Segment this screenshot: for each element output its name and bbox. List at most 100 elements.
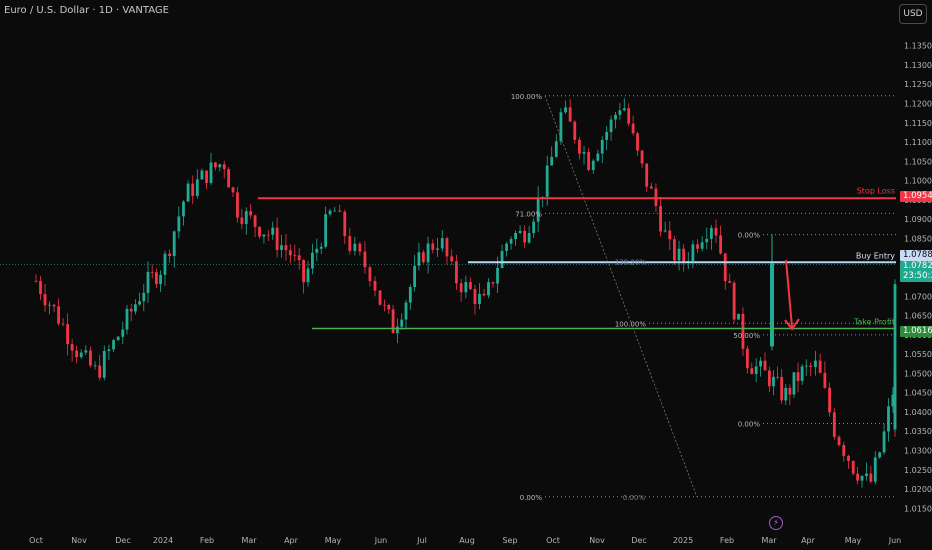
candle-body xyxy=(523,230,527,243)
candle-body xyxy=(893,284,897,292)
candle-body xyxy=(338,210,342,212)
y-tick-label: 1.08500 xyxy=(904,234,932,243)
candle-body xyxy=(654,188,658,206)
y-tick-label: 1.13500 xyxy=(904,42,932,51)
candle-body xyxy=(426,243,430,263)
candle-body xyxy=(182,201,185,217)
candle-body xyxy=(882,431,886,453)
x-tick-label: Feb xyxy=(720,536,734,545)
candle-body xyxy=(700,242,704,249)
x-tick-label: Apr xyxy=(801,536,816,545)
candle-body xyxy=(763,360,767,371)
candle-body xyxy=(532,221,536,234)
take-profit-price-label: 1.06165 xyxy=(900,326,932,337)
candle-body xyxy=(142,292,146,302)
candle-body xyxy=(856,473,860,481)
x-tick-label: Apr xyxy=(284,536,299,545)
candle-body xyxy=(421,252,425,263)
candle-body xyxy=(860,476,864,481)
candle-body xyxy=(732,282,736,320)
projection-arrowhead xyxy=(784,318,800,331)
candle-body xyxy=(231,187,235,193)
candle-body xyxy=(709,227,713,239)
candle-body xyxy=(191,183,195,196)
x-tick-label: Jul xyxy=(416,536,427,545)
candle-body xyxy=(391,309,395,334)
candle-body xyxy=(440,238,444,249)
candle-body xyxy=(705,238,709,243)
x-tick-label: Nov xyxy=(71,536,87,545)
candle-body xyxy=(587,152,591,171)
candle-body xyxy=(218,164,222,168)
candle-body xyxy=(614,114,617,120)
candle-body xyxy=(39,281,42,295)
x-tick-label: Sep xyxy=(502,536,517,545)
candle-body xyxy=(893,412,897,430)
y-tick-label: 1.10500 xyxy=(904,157,932,166)
candle-body xyxy=(205,170,208,184)
projection-arrow xyxy=(785,259,793,328)
candle-body xyxy=(677,248,681,261)
x-tick-label: Mar xyxy=(761,536,777,545)
candle-body xyxy=(319,246,323,249)
candle-body xyxy=(445,238,449,257)
candle-body xyxy=(266,234,270,236)
candle-body xyxy=(413,265,417,288)
candle-body xyxy=(659,205,662,232)
candle-body xyxy=(214,162,217,168)
candle-body xyxy=(842,445,846,456)
candle-body xyxy=(792,372,796,395)
candle-body xyxy=(34,280,38,282)
buy-entry-label: Buy Entry xyxy=(856,251,895,260)
candle-body xyxy=(893,291,897,323)
candle-body xyxy=(129,308,133,312)
candle-body xyxy=(328,210,332,215)
symbol-title: Euro / U.S. Dollar · 1D · VANTAGE xyxy=(4,5,169,16)
lightning-icon[interactable]: ⚡ xyxy=(769,516,783,530)
candle-body xyxy=(627,108,631,124)
candle-body xyxy=(809,365,813,367)
candle-body xyxy=(505,243,508,251)
candle-body xyxy=(514,232,517,240)
candle-body xyxy=(348,236,352,251)
candle-body xyxy=(478,293,481,304)
candle-body xyxy=(125,308,129,330)
currency-button[interactable]: USD xyxy=(899,4,927,24)
candle-body xyxy=(550,156,554,166)
x-tick-label: Jun xyxy=(888,536,902,545)
y-tick-label: 1.12000 xyxy=(904,99,932,108)
candle-body xyxy=(500,250,504,268)
candle-body xyxy=(98,365,102,378)
candle-body xyxy=(253,215,257,227)
candle-body xyxy=(618,110,622,115)
candle-body xyxy=(66,324,70,345)
y-tick-label: 1.02000 xyxy=(904,485,932,494)
candle-body xyxy=(873,457,877,482)
candle-body xyxy=(891,394,895,407)
candle-body xyxy=(70,344,74,351)
candle-body xyxy=(222,164,226,170)
candle-body xyxy=(837,436,841,446)
fib-level-label: 0.00% xyxy=(738,421,761,429)
candle-body xyxy=(244,211,248,224)
x-tick-label: 2025 xyxy=(673,536,693,545)
candle-body xyxy=(271,227,275,235)
candle-body xyxy=(750,368,754,375)
y-tick-label: 1.01500 xyxy=(904,504,932,513)
candle-body xyxy=(649,186,653,189)
y-tick-label: 1.11000 xyxy=(904,138,932,147)
candle-body xyxy=(745,348,749,369)
x-tick-label: Dec xyxy=(115,536,130,545)
candle-body xyxy=(57,306,60,324)
candle-body xyxy=(536,197,540,222)
candle-body xyxy=(89,350,92,366)
candle-body xyxy=(311,252,314,269)
candle-body xyxy=(741,313,745,349)
candle-body xyxy=(893,322,897,359)
x-tick-label: Jun xyxy=(374,536,388,545)
candle-body xyxy=(473,289,477,304)
candle-body xyxy=(865,473,868,477)
candle-body xyxy=(107,349,111,352)
